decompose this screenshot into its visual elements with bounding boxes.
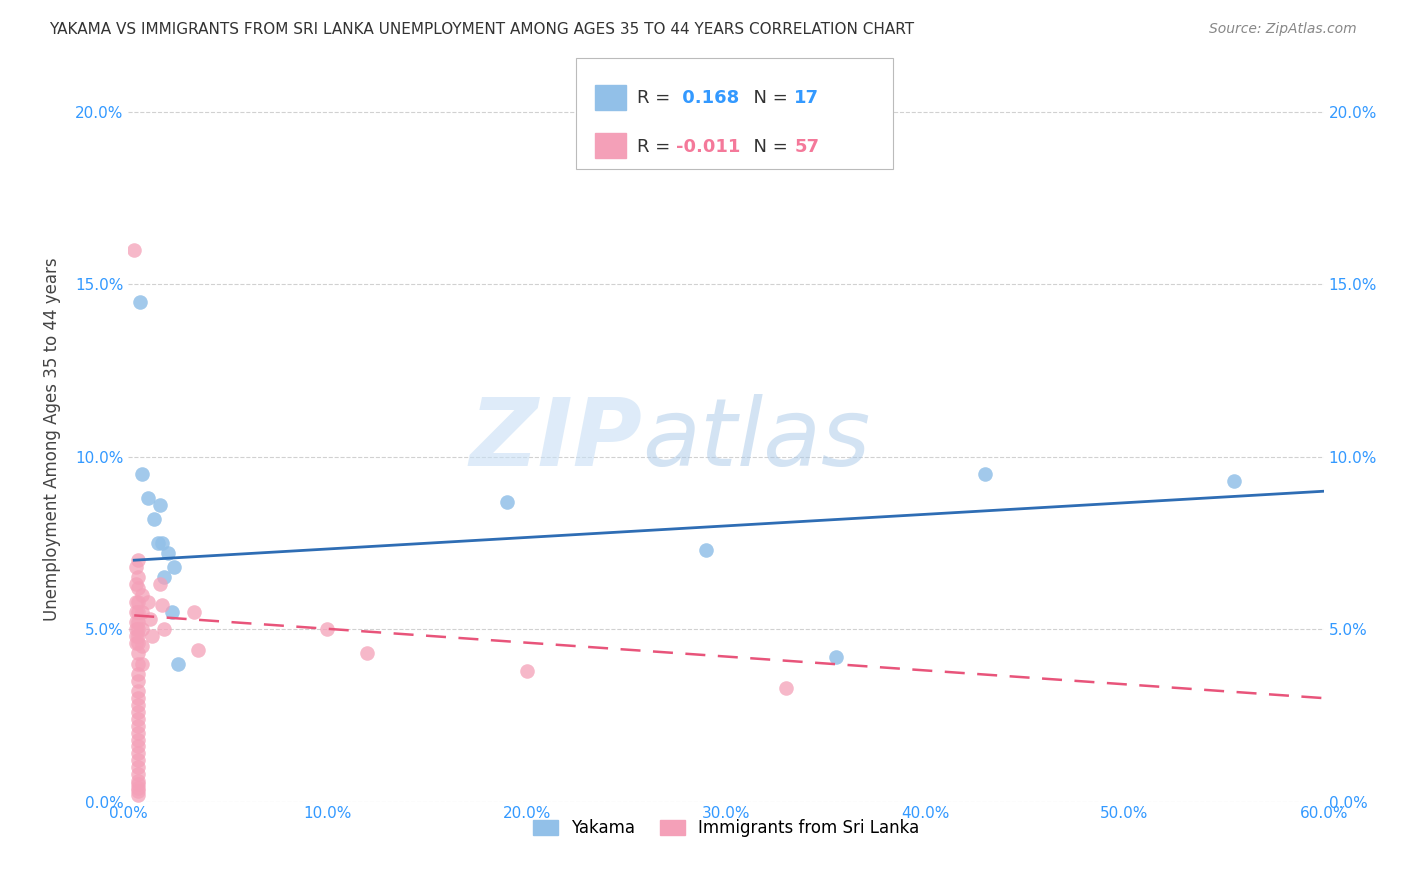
Point bbox=[127, 767, 149, 781]
Point bbox=[125, 594, 148, 608]
Point bbox=[824, 649, 846, 664]
Point bbox=[131, 640, 153, 654]
Point bbox=[131, 588, 153, 602]
Point bbox=[150, 598, 173, 612]
Text: -0.011: -0.011 bbox=[676, 137, 741, 155]
Point bbox=[127, 747, 149, 761]
Point bbox=[127, 615, 149, 630]
Text: YAKAMA VS IMMIGRANTS FROM SRI LANKA UNEMPLOYMENT AMONG AGES 35 TO 44 YEARS CORRE: YAKAMA VS IMMIGRANTS FROM SRI LANKA UNEM… bbox=[49, 22, 914, 37]
Legend: Yakama, Immigrants from Sri Lanka: Yakama, Immigrants from Sri Lanka bbox=[526, 813, 927, 844]
Text: R =: R = bbox=[637, 137, 676, 155]
Point bbox=[127, 780, 149, 795]
Point bbox=[131, 657, 153, 671]
Point bbox=[125, 629, 148, 643]
Point bbox=[146, 536, 169, 550]
Point bbox=[131, 467, 153, 481]
Point bbox=[127, 684, 149, 698]
Text: N =: N = bbox=[742, 137, 794, 155]
Point bbox=[136, 594, 159, 608]
Point bbox=[127, 739, 149, 754]
Point bbox=[127, 646, 149, 660]
Point bbox=[125, 560, 148, 574]
Point bbox=[127, 629, 149, 643]
Text: 17: 17 bbox=[794, 89, 820, 107]
Point bbox=[127, 719, 149, 733]
Point bbox=[695, 542, 717, 557]
Point bbox=[125, 605, 148, 619]
Point bbox=[125, 636, 148, 650]
Point bbox=[127, 732, 149, 747]
Text: ZIP: ZIP bbox=[470, 393, 643, 485]
Point bbox=[149, 498, 172, 512]
Point bbox=[127, 753, 149, 767]
Point bbox=[143, 512, 166, 526]
Point bbox=[127, 657, 149, 671]
Point bbox=[139, 612, 162, 626]
Point bbox=[127, 673, 149, 688]
Point bbox=[127, 705, 149, 719]
Point bbox=[316, 622, 339, 636]
Point bbox=[122, 243, 145, 257]
Point bbox=[495, 494, 517, 508]
Point bbox=[127, 605, 149, 619]
Point bbox=[775, 681, 797, 695]
Point bbox=[127, 636, 149, 650]
Point bbox=[153, 570, 176, 584]
Point bbox=[127, 777, 149, 791]
Point bbox=[127, 725, 149, 739]
Point bbox=[127, 698, 149, 712]
Point bbox=[125, 615, 148, 630]
Point bbox=[127, 622, 149, 636]
Y-axis label: Unemployment Among Ages 35 to 44 years: Unemployment Among Ages 35 to 44 years bbox=[44, 258, 60, 622]
Point bbox=[141, 629, 163, 643]
Point bbox=[127, 712, 149, 726]
Point bbox=[127, 667, 149, 681]
Point bbox=[149, 577, 172, 591]
Point bbox=[974, 467, 997, 481]
Text: 0.168: 0.168 bbox=[676, 89, 740, 107]
Point bbox=[131, 622, 153, 636]
Point bbox=[125, 622, 148, 636]
Point bbox=[129, 294, 152, 309]
Point bbox=[356, 646, 378, 660]
Point bbox=[125, 577, 148, 591]
Text: Source: ZipAtlas.com: Source: ZipAtlas.com bbox=[1209, 22, 1357, 37]
Point bbox=[127, 784, 149, 798]
Text: N =: N = bbox=[742, 89, 794, 107]
Point bbox=[127, 581, 149, 595]
Text: 57: 57 bbox=[794, 137, 820, 155]
Point bbox=[163, 560, 186, 574]
Text: R =: R = bbox=[637, 89, 676, 107]
Text: atlas: atlas bbox=[643, 394, 870, 485]
Point bbox=[183, 605, 205, 619]
Point bbox=[167, 657, 190, 671]
Point bbox=[127, 691, 149, 706]
Point bbox=[157, 546, 180, 560]
Point bbox=[127, 553, 149, 567]
Point bbox=[160, 605, 183, 619]
Point bbox=[127, 570, 149, 584]
Point bbox=[153, 622, 176, 636]
Point bbox=[131, 605, 153, 619]
Point bbox=[127, 788, 149, 802]
Point bbox=[1223, 474, 1246, 488]
Point bbox=[187, 643, 209, 657]
Point bbox=[516, 664, 538, 678]
Point bbox=[127, 594, 149, 608]
Point bbox=[127, 760, 149, 774]
Point bbox=[136, 491, 159, 505]
Point bbox=[127, 773, 149, 788]
Point bbox=[150, 536, 173, 550]
